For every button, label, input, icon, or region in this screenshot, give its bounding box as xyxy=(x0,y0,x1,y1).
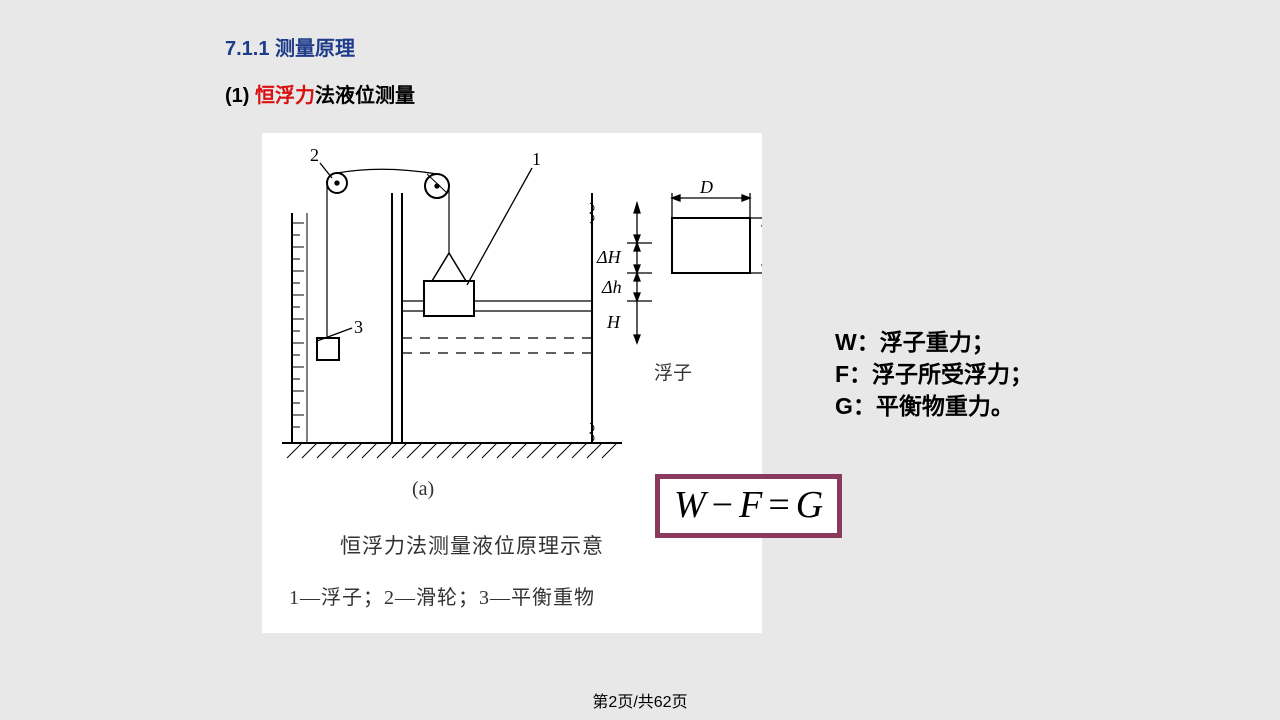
dim-dh: Δh xyxy=(601,277,622,297)
subsection-highlight: 恒浮力 xyxy=(255,85,315,107)
dim-D: D xyxy=(699,177,713,197)
figure-label-a: (a) xyxy=(412,478,434,501)
figure-label-float: 浮子 xyxy=(654,358,692,385)
mark-1: 1 xyxy=(532,149,541,169)
dim-H: H xyxy=(606,312,621,332)
equation-box: W−F=G xyxy=(655,474,842,538)
figure-caption: 恒浮力法测量液位原理示意 xyxy=(340,530,604,560)
variable-definitions: W：浮子重力； F：浮子所受浮力； G：平衡物重力。 xyxy=(835,326,1033,423)
equation: W−F=G xyxy=(674,484,823,526)
mark-3: 3 xyxy=(354,317,363,337)
page-number: 第2页/共62页 xyxy=(0,688,1280,712)
subsection-prefix: (1) xyxy=(225,85,255,107)
eq-W: W xyxy=(674,484,706,526)
eq-F: F xyxy=(739,484,762,526)
principle-diagram: 1 2 3 D b ΔH Δh H xyxy=(272,143,762,463)
eq-equals: = xyxy=(768,484,789,526)
section-title: 7.1.1 测量原理 xyxy=(225,32,1245,61)
content-area: 7.1.1 测量原理 (1) 恒浮力法液位测量 xyxy=(225,32,1245,128)
def-G: G：平衡物重力。 xyxy=(835,390,1033,422)
subsection-title: (1) 恒浮力法液位测量 xyxy=(225,79,1245,108)
figure-legend: 1—浮子；2—滑轮；3—平衡重物 xyxy=(289,581,595,610)
eq-G: G xyxy=(796,484,823,526)
eq-minus: − xyxy=(712,484,733,526)
subsection-rest: 法液位测量 xyxy=(315,85,415,107)
dim-dH: ΔH xyxy=(596,247,622,267)
def-W: W：浮子重力； xyxy=(835,326,1033,358)
mark-2: 2 xyxy=(310,145,319,165)
def-F: F：浮子所受浮力； xyxy=(835,358,1033,390)
figure-area: 1 2 3 D b ΔH Δh H (a) 浮子 恒浮力法测量液位原理示意 1—… xyxy=(262,133,762,633)
